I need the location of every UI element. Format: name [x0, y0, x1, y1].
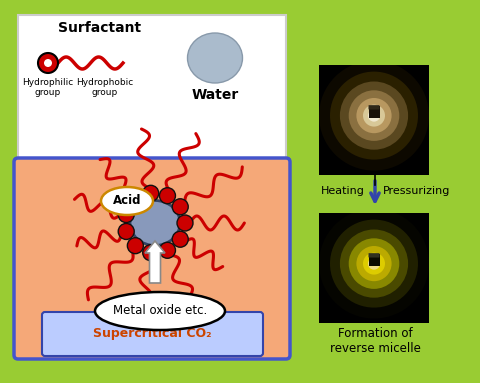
FancyBboxPatch shape: [42, 312, 263, 356]
Text: Acid: Acid: [113, 195, 141, 208]
FancyBboxPatch shape: [369, 105, 380, 110]
Ellipse shape: [101, 187, 153, 215]
Circle shape: [319, 209, 429, 319]
Ellipse shape: [188, 33, 242, 83]
FancyBboxPatch shape: [14, 158, 290, 359]
Circle shape: [356, 98, 392, 133]
Circle shape: [177, 215, 193, 231]
Circle shape: [356, 246, 392, 281]
Circle shape: [330, 72, 418, 160]
Circle shape: [363, 105, 385, 127]
Circle shape: [159, 188, 176, 204]
Circle shape: [143, 185, 159, 201]
Text: Metal oxide etc.: Metal oxide etc.: [113, 304, 207, 318]
Circle shape: [172, 231, 188, 247]
Text: Surfactant: Surfactant: [58, 21, 141, 35]
Circle shape: [38, 53, 58, 73]
Text: Water: Water: [192, 88, 239, 102]
FancyBboxPatch shape: [369, 253, 380, 257]
Circle shape: [330, 219, 418, 308]
Text: Supercritical CO₂: Supercritical CO₂: [93, 327, 211, 340]
Circle shape: [340, 82, 408, 150]
Circle shape: [143, 245, 159, 261]
FancyBboxPatch shape: [18, 15, 286, 163]
Circle shape: [159, 242, 176, 258]
Circle shape: [368, 257, 380, 270]
Text: Hydrophobic
group: Hydrophobic group: [76, 78, 133, 97]
Bar: [369, 106, 380, 118]
Circle shape: [368, 110, 380, 122]
Text: Hydrophilic
group: Hydrophilic group: [23, 78, 73, 97]
FancyArrow shape: [145, 241, 165, 283]
Text: Heating: Heating: [321, 186, 365, 196]
Bar: [369, 254, 380, 266]
Circle shape: [348, 238, 399, 289]
Circle shape: [118, 223, 134, 239]
Text: Formation of
reverse micelle: Formation of reverse micelle: [330, 327, 420, 355]
Circle shape: [363, 253, 385, 275]
Circle shape: [127, 192, 144, 208]
Ellipse shape: [130, 200, 180, 246]
Text: Pressurizing: Pressurizing: [383, 186, 450, 196]
Circle shape: [340, 229, 408, 298]
Circle shape: [127, 238, 144, 254]
Circle shape: [172, 199, 188, 215]
Ellipse shape: [95, 292, 225, 330]
Circle shape: [319, 61, 429, 170]
Circle shape: [118, 206, 134, 223]
Circle shape: [348, 90, 399, 141]
Circle shape: [44, 59, 52, 67]
